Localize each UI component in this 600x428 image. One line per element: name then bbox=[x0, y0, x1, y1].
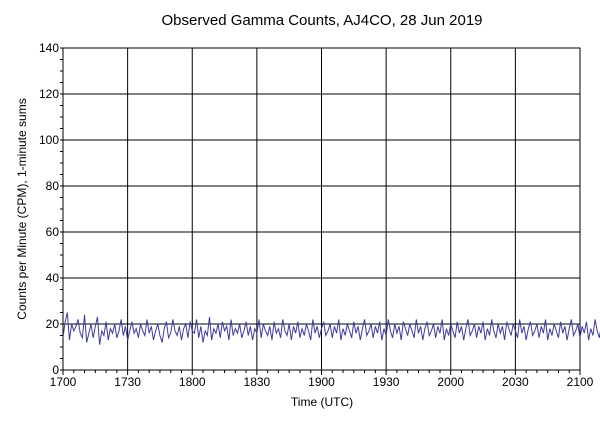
grid-lines bbox=[63, 48, 580, 370]
x-tick-label: 1900 bbox=[308, 375, 335, 389]
y-axis-tick-labels: 0 20 40 60 80 100 120 140 bbox=[39, 41, 59, 377]
series-line-gamma-counts bbox=[62, 312, 600, 345]
x-tick-label: 2030 bbox=[502, 375, 529, 389]
y-tick-label: 20 bbox=[46, 317, 60, 331]
x-tick-label: 1730 bbox=[114, 375, 141, 389]
x-tick-label: 1800 bbox=[179, 375, 206, 389]
y-tick-label: 60 bbox=[46, 225, 60, 239]
y-tick-label: 80 bbox=[46, 179, 60, 193]
x-tick-label: 1930 bbox=[373, 375, 400, 389]
y-tick-label: 40 bbox=[46, 271, 60, 285]
y-tick-label: 100 bbox=[39, 133, 59, 147]
x-tick-label: 2000 bbox=[437, 375, 464, 389]
y-tick-label: 0 bbox=[52, 363, 59, 377]
y-tick-label: 120 bbox=[39, 87, 59, 101]
x-tick-label: 1700 bbox=[50, 375, 77, 389]
chart-title: Observed Gamma Counts, AJ4CO, 28 Jun 201… bbox=[162, 12, 483, 29]
y-tick-label: 140 bbox=[39, 41, 59, 55]
x-axis-tick-labels: 1700 1730 1800 1830 1900 1930 2000 2030 2100 bbox=[50, 375, 594, 389]
x-tick-label: 2100 bbox=[567, 375, 594, 389]
y-axis-label: Counts per Minute (CPM), 1-minute sums bbox=[15, 98, 29, 319]
plot-area bbox=[60, 47, 600, 375]
x-axis-label: Time (UTC) bbox=[291, 395, 353, 409]
x-tick-label: 1830 bbox=[244, 375, 271, 389]
minor-ticks bbox=[60, 47, 581, 375]
